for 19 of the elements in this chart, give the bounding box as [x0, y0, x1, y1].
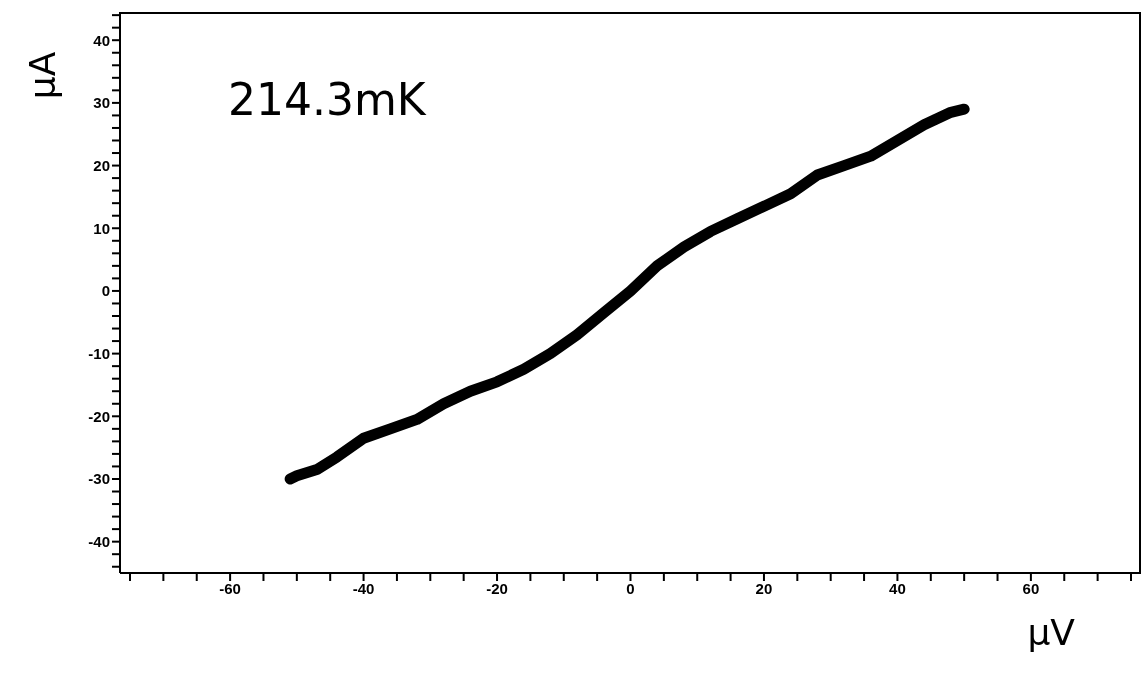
x-tick-label: -20 [486, 579, 508, 597]
x-tick-label: -60 [219, 579, 241, 597]
y-tick-label: 0 [101, 282, 110, 300]
x-tick-label: 60 [1022, 579, 1040, 597]
x-tick-label: -40 [352, 579, 375, 597]
x-axis-title: μV [1027, 612, 1075, 653]
x-tick-label: 0 [626, 579, 635, 597]
y-tick-label: -10 [88, 344, 110, 362]
y-tick-label: -30 [88, 470, 110, 488]
y-tick-label: 10 [93, 219, 110, 237]
y-tick-label: -20 [88, 407, 110, 425]
y-tick-label: -40 [88, 532, 110, 550]
x-tick-label: 40 [889, 579, 906, 597]
y-tick-label: 30 [93, 94, 110, 112]
y-tick-label: 20 [93, 156, 110, 174]
y-tick-label: 40 [93, 31, 110, 49]
y-axis-title: μA [22, 51, 64, 99]
annotation: 214.3mK [228, 74, 426, 125]
x-tick-label: 20 [755, 579, 773, 597]
